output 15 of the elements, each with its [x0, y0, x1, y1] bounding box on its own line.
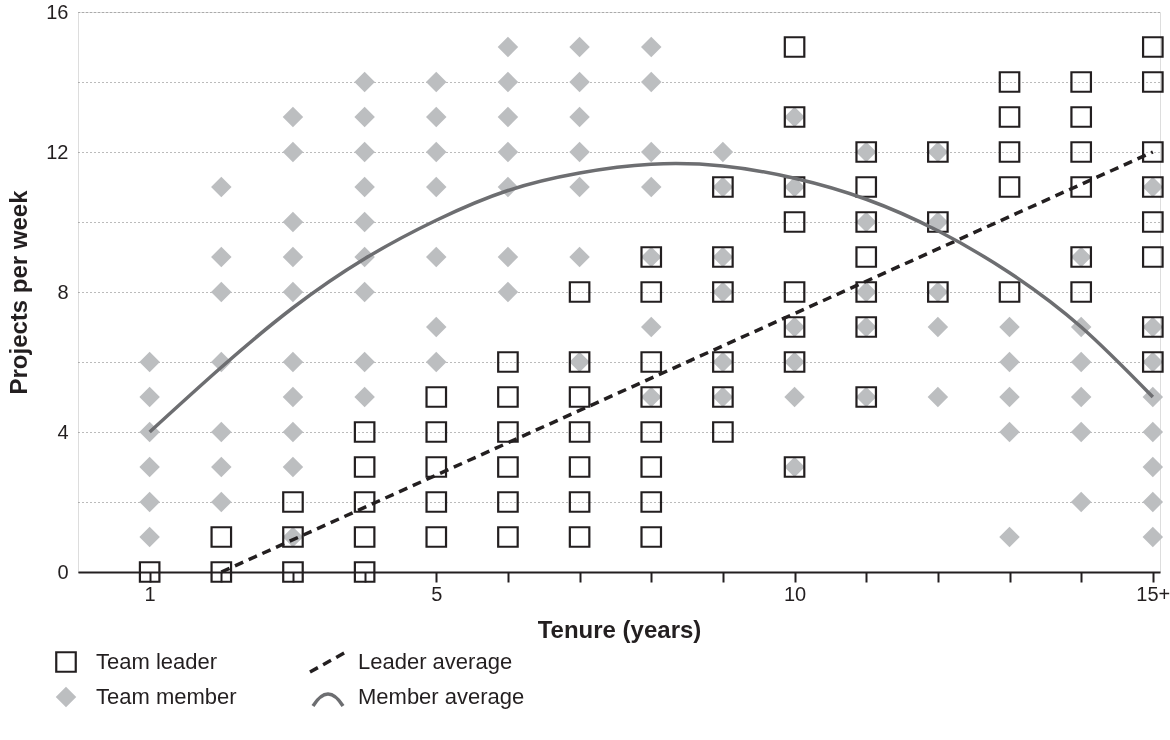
- x-tick-label: 1: [144, 582, 156, 605]
- legend-label: Leader average: [358, 649, 513, 674]
- y-tick-label: 8: [57, 280, 69, 303]
- x-axis-title: Tenure (years): [537, 615, 702, 643]
- y-tick-label: 4: [57, 420, 69, 443]
- x-tick-label: 15+: [1136, 582, 1170, 605]
- legend-label: Team member: [96, 684, 237, 709]
- legend-label: Member average: [358, 684, 525, 709]
- x-tick-label: 10: [783, 582, 807, 605]
- y-axis-title: Projects per week: [5, 189, 33, 395]
- y-tick-label: 0: [57, 560, 69, 583]
- legend-label: Team leader: [96, 649, 218, 674]
- x-tick-label: 5: [431, 582, 443, 605]
- y-tick-label: 12: [46, 140, 69, 163]
- y-tick-label: 16: [46, 0, 69, 23]
